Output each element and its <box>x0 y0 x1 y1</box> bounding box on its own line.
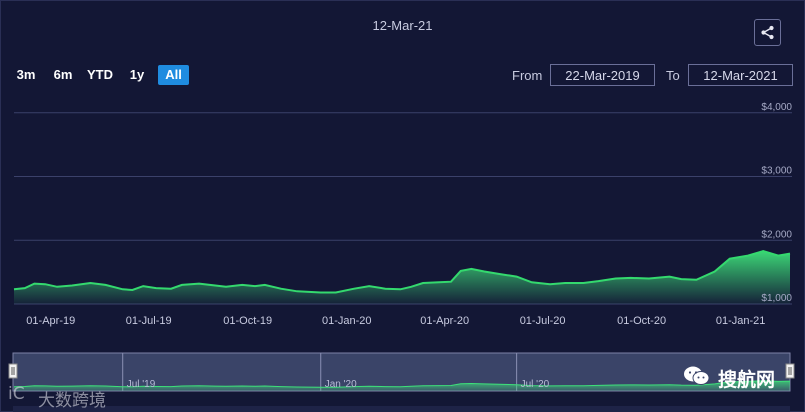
to-label: To <box>666 68 680 83</box>
range-button-1y[interactable]: 1y <box>129 67 145 82</box>
range-button-all[interactable]: All <box>158 65 189 85</box>
navigator-line <box>13 380 791 388</box>
y-tick-label: $2,000 <box>761 229 792 240</box>
x-tick-label: 01-Jan-21 <box>716 315 766 327</box>
watermark-left-logo: iC <box>8 384 25 404</box>
wechat-icon <box>683 365 711 387</box>
y-tick-label: $1,000 <box>761 293 792 304</box>
navigator-handle-right[interactable] <box>785 363 795 379</box>
to-date-input[interactable] <box>688 64 793 86</box>
x-tick-label: 01-Jul-19 <box>126 315 172 327</box>
share-icon <box>761 25 774 40</box>
navigator-tick-label: Jul '19 <box>127 379 156 390</box>
price-area <box>14 251 790 304</box>
x-tick-label: 01-Oct-19 <box>223 315 272 327</box>
watermark-left: 大数跨境 <box>38 391 106 411</box>
y-tick-label: $3,000 <box>761 166 792 177</box>
chart-title: 12-Mar-21 <box>372 18 433 33</box>
x-tick-label: 01-Apr-19 <box>26 315 75 327</box>
from-label: From <box>512 68 543 83</box>
navigator-tick-label: Jan '20 <box>325 379 357 390</box>
range-button-6m[interactable]: 6m <box>53 67 73 82</box>
scrollbar-track[interactable] <box>13 406 790 412</box>
range-button-3m[interactable]: 3m <box>16 67 36 82</box>
navigator-tick-label: Jul '20 <box>521 379 550 390</box>
share-button[interactable] <box>754 19 781 46</box>
navigator-handle-left[interactable] <box>8 363 18 379</box>
x-tick-label: 01-Jul-20 <box>520 315 566 327</box>
x-tick-label: 01-Oct-20 <box>617 315 666 327</box>
watermark-right: 搜航网 <box>718 369 776 391</box>
navigator-area <box>14 380 790 391</box>
y-tick-label: $4,000 <box>761 102 792 113</box>
range-button-ytd[interactable]: YTD <box>87 67 113 82</box>
from-date-input[interactable] <box>550 64 655 86</box>
x-tick-label: 01-Jan-20 <box>322 315 372 327</box>
price-line <box>13 250 791 294</box>
x-tick-label: 01-Apr-20 <box>420 315 469 327</box>
